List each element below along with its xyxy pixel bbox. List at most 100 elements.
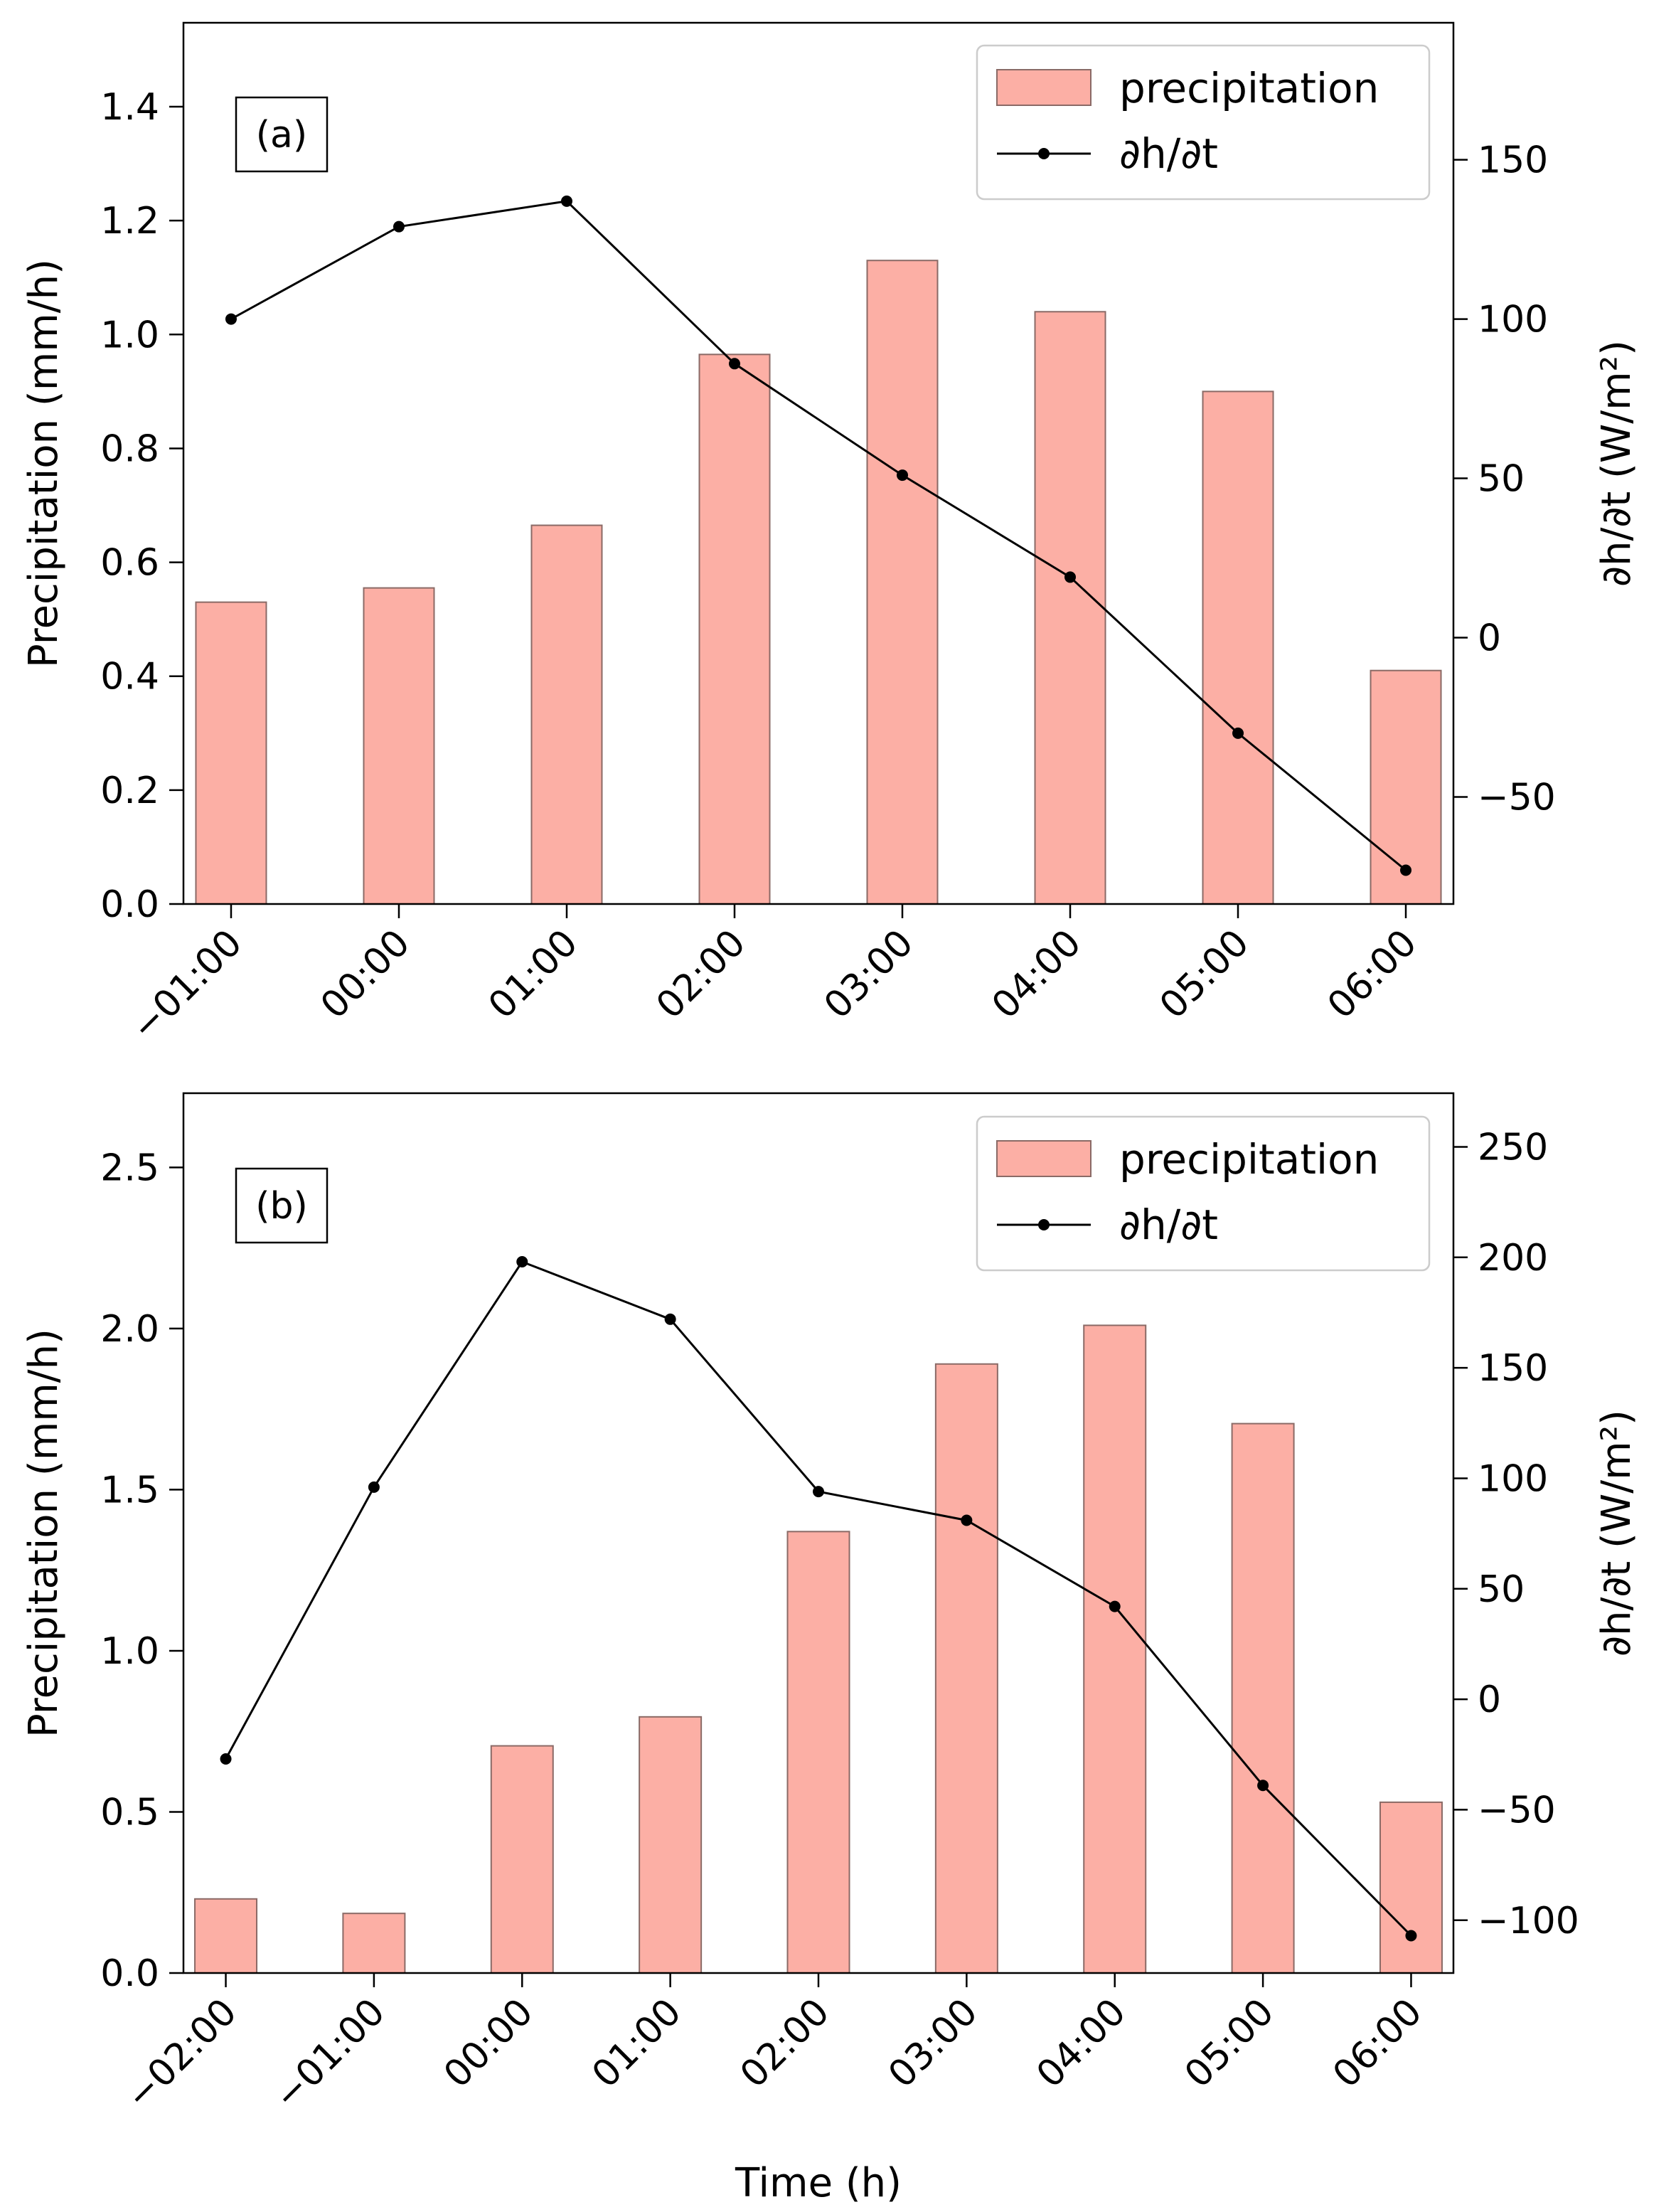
left-y-axis: 0.0 0.2 0.4 0.6 0.8 1.0 1.2 1.4 Precipitation (m… — [21, 86, 183, 926]
x-tick-label: 03:00 — [880, 1991, 986, 2096]
right-y-tick-label: −50 — [1478, 776, 1556, 819]
left-y-axis-title: Precipitation (mm/h) — [21, 259, 67, 668]
precipitation-bars — [195, 260, 1442, 905]
dhdt-line — [230, 200, 1407, 871]
left-y-tick-label: 2.0 — [100, 1308, 159, 1351]
right-y-axis: −100 −50 0 50 100 150 200 250 ∂h/∂t (W/m²) — [1453, 1126, 1640, 1942]
precipitation-bar — [866, 260, 939, 905]
precipitation-bar — [1083, 1324, 1147, 1974]
right-y-tick-label: 150 — [1478, 1347, 1548, 1390]
right-y-tick-label: 200 — [1478, 1237, 1548, 1280]
precipitation-bar — [1202, 390, 1274, 905]
panel-label-box — [235, 96, 329, 173]
legend: precipitation ∂h/∂t — [976, 1115, 1431, 1272]
right-y-tick-label: 50 — [1478, 458, 1525, 501]
dhdt-point — [897, 469, 909, 482]
x-axis-title: Time (h) — [735, 2160, 902, 2206]
x-tick-label: 02:00 — [648, 922, 754, 1027]
left-y-axis: 0.0 0.5 1.0 1.5 2.0 2.5 Precipitation (mm/h) — [21, 1147, 183, 1995]
legend: precipitation ∂h/∂t — [976, 44, 1431, 201]
x-tick-label: −01:00 — [123, 922, 250, 1049]
right-y-axis-title: ∂h/∂t (W/m²) — [1594, 1410, 1640, 1657]
x-tick-label: 02:00 — [732, 1991, 838, 2096]
dhdt-series — [220, 1256, 1417, 1942]
dhdt-point — [220, 1753, 232, 1765]
dhdt-point — [1064, 571, 1077, 583]
left-y-tick-label: 1.0 — [100, 1630, 159, 1673]
dhdt-point — [1109, 1600, 1121, 1612]
left-y-tick-label: 1.4 — [100, 86, 159, 129]
dhdt-point — [961, 1514, 973, 1526]
precipitation-bar — [363, 587, 435, 905]
dhdt-point — [368, 1481, 380, 1493]
x-tick-label: −02:00 — [118, 1991, 245, 2118]
legend-swatch-precipitation — [996, 69, 1091, 106]
right-y-tick-label: 100 — [1478, 1457, 1548, 1500]
right-y-axis: −50 0 50 100 150 ∂h/∂t (W/m²) — [1453, 139, 1640, 819]
x-tick-label: 04:00 — [984, 922, 1089, 1027]
x-tick-label: 06:00 — [1320, 922, 1425, 1027]
dhdt-point — [1405, 1930, 1417, 1942]
left-y-tick-label: 2.5 — [100, 1147, 159, 1189]
left-y-tick-label: 0.4 — [100, 656, 159, 698]
precipitation-bars — [194, 1324, 1443, 1974]
dhdt-point — [664, 1313, 676, 1325]
legend-swatch-precipitation — [996, 1140, 1091, 1177]
dhdt-point — [225, 313, 237, 325]
panel-label-text: (a) — [256, 114, 307, 156]
x-tick-label: 03:00 — [816, 922, 922, 1027]
right-y-tick-label: 250 — [1478, 1126, 1548, 1169]
x-tick-label: 05:00 — [1152, 922, 1257, 1027]
right-y-tick-label: 150 — [1478, 139, 1548, 182]
legend-label-precipitation: precipitation — [1119, 64, 1379, 112]
legend-swatch-dhdt-point — [1038, 1219, 1050, 1230]
dhdt-point — [516, 1256, 528, 1268]
x-tick-label: 01:00 — [584, 1991, 689, 2096]
chart-panel-a: 0.0 0.2 0.4 0.6 0.8 1.0 1.2 1.4 Precipitation (m… — [21, 21, 1640, 1049]
legend-label-precipitation: precipitation — [1119, 1135, 1379, 1184]
precipitation-bar — [786, 1531, 850, 1974]
right-y-tick-label: 0 — [1478, 617, 1501, 660]
x-tick-label: 04:00 — [1029, 1991, 1134, 2096]
right-y-tick-label: −50 — [1478, 1789, 1556, 1831]
dhdt-point — [393, 220, 405, 233]
left-y-tick-label: 0.0 — [100, 883, 159, 926]
legend-label-dhdt: ∂h/∂t — [1119, 1201, 1218, 1249]
plot-frame — [182, 21, 1455, 905]
left-y-tick-label: 0.5 — [100, 1791, 159, 1834]
precipitation-bar — [934, 1363, 998, 1974]
legend-label-dhdt: ∂h/∂t — [1119, 129, 1218, 178]
dhdt-point — [1400, 864, 1412, 876]
x-tick-label: −01:00 — [266, 1991, 393, 2118]
panel-label-box — [235, 1167, 329, 1244]
x-tick-label: 06:00 — [1325, 1991, 1430, 2096]
x-tick-label: 00:00 — [436, 1991, 541, 2096]
right-y-tick-label: −100 — [1478, 1900, 1579, 1942]
left-y-tick-label: 1.0 — [100, 314, 159, 356]
precipitation-bar — [1379, 1801, 1443, 1974]
precipitation-bar — [490, 1745, 554, 1974]
left-y-tick-label: 1.5 — [100, 1469, 159, 1511]
left-y-tick-label: 0.0 — [100, 1952, 159, 1995]
dhdt-point — [560, 195, 572, 207]
precipitation-bar — [639, 1716, 703, 1974]
left-y-tick-label: 0.2 — [100, 770, 159, 812]
x-tick-label: 01:00 — [481, 922, 586, 1027]
x-tick-label: 00:00 — [313, 922, 418, 1027]
panel-label: (a) — [235, 96, 329, 173]
precipitation-bar — [195, 601, 267, 905]
dhdt-point — [728, 358, 740, 370]
right-y-axis-title: ∂h/∂t (W/m²) — [1594, 340, 1640, 587]
precipitation-bar — [194, 1898, 258, 1974]
precipitation-bar — [530, 524, 603, 905]
precipitation-bar — [1231, 1423, 1295, 1974]
left-y-tick-label: 1.2 — [100, 200, 159, 243]
x-axis: −01:00 00:00 01:00 02:00 03:00 04:00 05:00 06:0… — [123, 904, 1425, 1049]
right-y-tick-label: 0 — [1478, 1679, 1501, 1721]
left-y-tick-label: 0.6 — [100, 542, 159, 585]
dhdt-series — [225, 195, 1412, 876]
x-axis: −02:00 −01:00 00:00 01:00 02:00 03:00 04:00 05:… — [118, 1973, 1431, 2206]
chart-panel-b: 0.0 0.5 1.0 1.5 2.0 2.5 Precipitation (mm/h) −1… — [21, 1092, 1640, 2206]
dhdt-point — [1257, 1780, 1269, 1792]
